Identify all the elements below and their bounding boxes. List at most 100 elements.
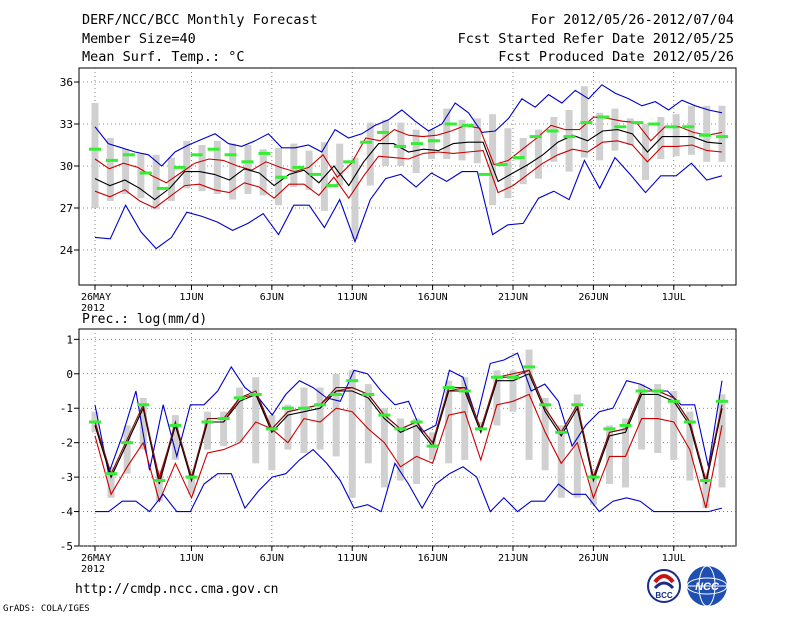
prec-spread-box (702, 473, 710, 509)
variable-label: Mean Surf. Temp.: °C (82, 49, 245, 65)
temp-series-upper (94, 116, 723, 184)
temp-spread-box (687, 105, 695, 155)
temp-xtick-label: 26MAY (81, 292, 111, 303)
prec-spread-box (396, 418, 404, 481)
prec-spread-box (155, 470, 163, 502)
prec-xtick-label: 6JUN (260, 553, 284, 564)
prec-spread-box (171, 415, 179, 460)
temp-spread-box (152, 154, 160, 210)
prec-spread-box (541, 397, 549, 471)
prec-ytick-label: -3 (60, 471, 73, 484)
temp-spread-box (427, 129, 435, 159)
prec-ytick-label: -2 (60, 437, 73, 450)
temp-spread-box (458, 119, 466, 161)
prec-ytick-label: -5 (60, 540, 73, 553)
prec-spread-box (718, 394, 726, 488)
temp-xtick-label: 1JUL (662, 292, 686, 303)
temp-spread-box (198, 145, 206, 192)
prec-spread-box (477, 422, 485, 426)
temp-spread-box (183, 140, 191, 189)
prec-spread-box (638, 384, 646, 450)
prec-spread-box (236, 387, 244, 443)
prec-xtick-label: 1JUL (662, 553, 686, 564)
temp-series-min (94, 156, 723, 250)
prec-series-max (94, 352, 723, 476)
member-size-label: Member Size=40 (82, 31, 196, 47)
temp-ytick-label: 33 (60, 118, 73, 131)
prec-series-min (95, 448, 723, 513)
bcc-logo-text: BCC (655, 591, 673, 600)
prec-spread-box (252, 377, 260, 464)
temp-xtick-year: 2012 (81, 303, 105, 314)
prec-spread-box (670, 391, 678, 460)
temp-spread-box (596, 112, 604, 161)
precip-panel-label: Prec.: log(mm/d) (82, 312, 208, 327)
footer-url[interactable]: http://cmdp.ncc.cma.gov.cn (75, 582, 279, 597)
temp-spread-box (351, 157, 359, 239)
temp-spread-box (565, 110, 573, 172)
prec-spread-box (445, 380, 453, 464)
temp-plot-frame (78, 67, 737, 286)
temp-spread-box (397, 122, 405, 166)
prec-spread-box (107, 466, 115, 498)
prec-spread-box (686, 411, 694, 481)
temp-spread-box (305, 150, 313, 190)
temp-spread-box (137, 153, 145, 199)
prec-spread-box (316, 387, 324, 450)
temp-spread-box (290, 143, 298, 187)
temp-ytick-label: 36 (60, 76, 73, 89)
prec-spread-box (348, 370, 356, 498)
bcc-logo: BCC (647, 569, 681, 603)
temp-series-lower (94, 140, 723, 209)
prec-spread-box (268, 415, 276, 471)
prec-xtick-label: 16JUN (418, 553, 448, 564)
temp-spread-box (473, 118, 481, 164)
prec-series-mean (94, 373, 723, 485)
grads-credit: GrADS: COLA/IGES (3, 604, 90, 614)
temp-spread-box (91, 103, 99, 208)
temp-spread-box (534, 129, 542, 179)
prec-ytick-label: -1 (60, 402, 73, 415)
prec-xtick-label: 1JUN (179, 553, 203, 564)
temp-spread-box (626, 118, 634, 145)
ncc-logo: NCC (686, 565, 728, 607)
temp-ytick-label: 24 (60, 244, 74, 257)
prec-ytick-label: -4 (60, 506, 74, 519)
temp-spread-box (213, 140, 221, 194)
prec-spread-box (413, 418, 421, 484)
temp-xtick-label: 16JUN (418, 292, 448, 303)
prec-spread-box (461, 377, 469, 460)
chart-title: DERF/NCC/BCC Monthly Forecast (82, 12, 318, 28)
temp-spread-box (672, 114, 680, 157)
prec-spread-box (589, 470, 597, 505)
prec-series-upper_dark (94, 369, 723, 481)
temp-spread-box (336, 143, 344, 186)
temp-spread-box (412, 129, 420, 173)
prec-spread-box (300, 387, 308, 453)
prec-spread-box (220, 411, 228, 447)
temp-spread-box (259, 149, 267, 196)
prec-spread-box (622, 418, 630, 488)
temp-spread-box (642, 124, 650, 180)
prec-spread-box (332, 373, 340, 457)
prec-xtick-label: 11JUN (337, 553, 367, 564)
prec-spread-box (123, 425, 131, 474)
temp-xtick-label: 21JUN (498, 292, 528, 303)
prec-spread-box (509, 370, 517, 412)
forecast-period: For 2012/05/26-2012/07/04 (530, 12, 734, 28)
temp-spread-box (106, 138, 114, 201)
ncc-logo-text: NCC (695, 581, 720, 593)
prec-spread-box (557, 425, 565, 498)
temp-spread-box (229, 143, 237, 200)
prec-ytick-label: 0 (66, 368, 73, 381)
temp-series-max (94, 84, 723, 167)
temp-xtick-label: 6JUN (260, 292, 284, 303)
prec-spread-box (364, 384, 372, 464)
prec-xtick-label: 21JUN (498, 553, 528, 564)
prec-spread-box (493, 370, 501, 426)
temp-spread-box (443, 108, 451, 159)
prec-spread-box (573, 394, 581, 498)
